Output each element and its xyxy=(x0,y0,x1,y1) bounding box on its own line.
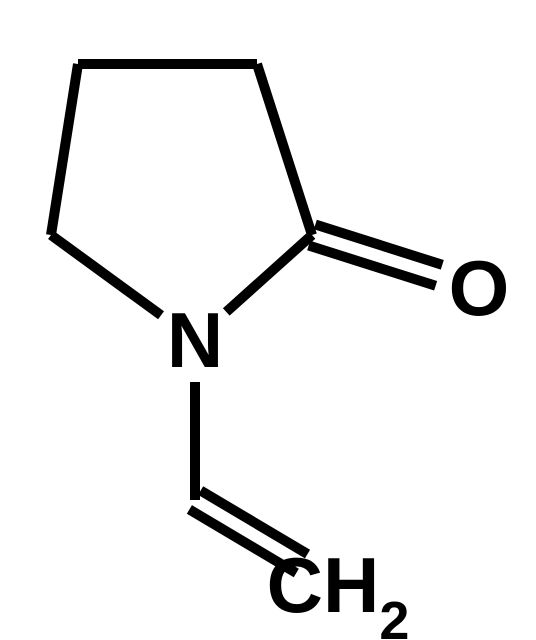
molecule-diagram: N O CH2 xyxy=(0,0,536,640)
atom-label-c7: CH2 xyxy=(267,541,410,640)
atom-label-n: N xyxy=(167,296,223,384)
atom-label-o: O xyxy=(449,244,510,332)
